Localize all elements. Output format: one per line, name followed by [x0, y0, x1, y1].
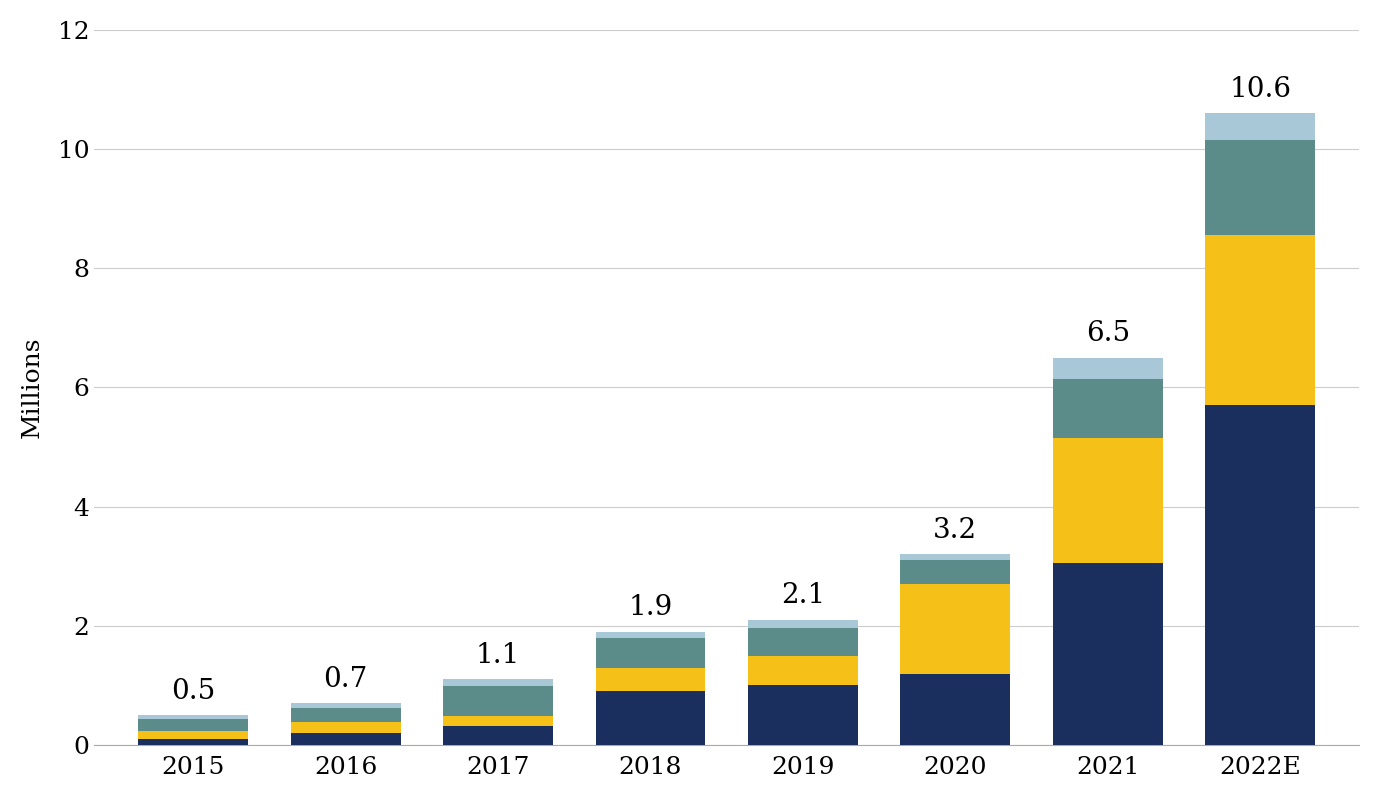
Bar — [748, 620, 858, 628]
Bar — [1053, 438, 1162, 563]
Bar — [1205, 235, 1315, 406]
Text: 2.1: 2.1 — [781, 582, 825, 609]
Bar — [1205, 140, 1315, 235]
Bar — [900, 560, 1010, 584]
Bar — [291, 707, 400, 722]
Text: 0.5: 0.5 — [171, 678, 215, 705]
Bar — [138, 731, 248, 739]
Bar — [291, 733, 400, 745]
Text: 1.9: 1.9 — [628, 594, 672, 621]
Bar — [596, 632, 705, 638]
Text: 1.1: 1.1 — [476, 642, 520, 669]
Bar — [748, 686, 858, 745]
Text: 0.7: 0.7 — [323, 666, 368, 693]
Bar — [1053, 378, 1162, 438]
Bar — [443, 726, 553, 745]
Y-axis label: Millions: Millions — [21, 337, 44, 438]
Bar — [443, 679, 553, 686]
Bar — [1053, 358, 1162, 378]
Bar — [291, 722, 400, 733]
Bar — [1053, 563, 1162, 745]
Bar — [138, 739, 248, 745]
Bar — [748, 656, 858, 686]
Bar — [1205, 406, 1315, 745]
Bar — [138, 715, 248, 719]
Text: 10.6: 10.6 — [1230, 75, 1292, 102]
Text: 3.2: 3.2 — [933, 517, 977, 544]
Bar — [900, 584, 1010, 674]
Bar — [748, 628, 858, 656]
Bar — [443, 716, 553, 726]
Bar — [596, 667, 705, 691]
Bar — [291, 703, 400, 707]
Bar — [1205, 114, 1315, 140]
Bar — [596, 638, 705, 667]
Bar — [900, 674, 1010, 745]
Bar — [596, 691, 705, 745]
Text: 6.5: 6.5 — [1086, 320, 1130, 347]
Bar — [138, 719, 248, 731]
Bar — [900, 554, 1010, 560]
Bar — [443, 686, 553, 716]
